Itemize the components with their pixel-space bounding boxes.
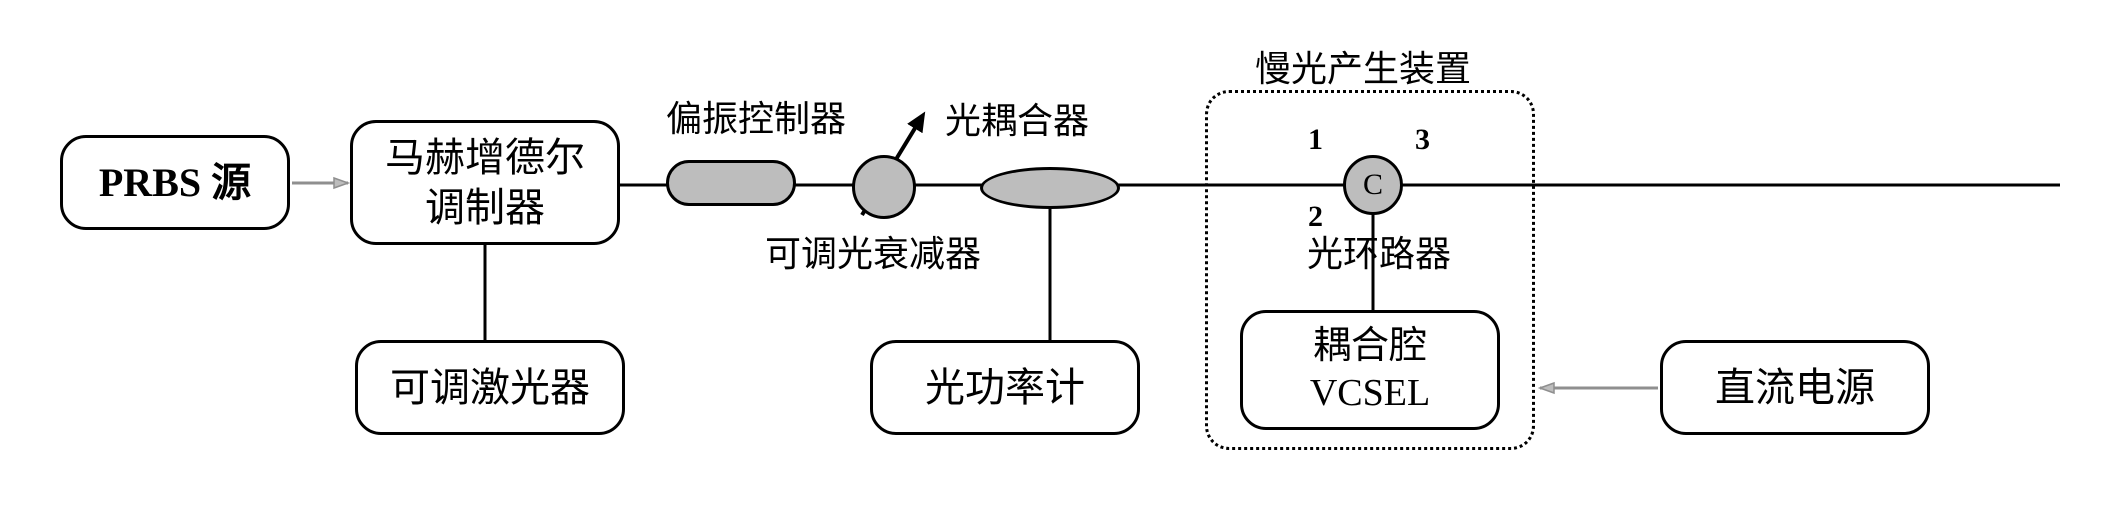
circulator-letter: C — [1363, 168, 1383, 202]
port-3: 3 — [1415, 123, 1430, 157]
optical-power-meter-box: 光功率计 — [870, 340, 1140, 435]
opm-label: 光功率计 — [925, 363, 1085, 413]
dc-power-box: 直流电源 — [1660, 340, 1930, 435]
dc-label: 直流电源 — [1715, 363, 1875, 413]
coupler-label: 光耦合器 — [945, 92, 1089, 144]
mz-modulator-box: 马赫增德尔 调制器 — [350, 120, 620, 245]
laser-label: 可调激光器 — [390, 363, 590, 413]
prbs-source-box: PRBS 源 — [60, 135, 290, 230]
tunable-laser-box: 可调激光器 — [355, 340, 625, 435]
circulator-label: 光环路器 — [1307, 225, 1451, 277]
polarization-controller-icon — [666, 160, 796, 206]
vcsel-label: 耦合腔 VCSEL — [1310, 323, 1430, 418]
variable-attenuator-icon — [852, 155, 916, 219]
port-2: 2 — [1308, 200, 1323, 234]
diagram-stage: PRBS 源 马赫增德尔 调制器 可调激光器 光功率计 耦合腔 VCSEL 直流… — [0, 0, 2121, 513]
port-1: 1 — [1308, 123, 1323, 157]
optical-circulator-icon: C — [1343, 155, 1403, 215]
prbs-label: PRBS 源 — [99, 158, 251, 208]
pc-label: 偏振控制器 — [666, 90, 846, 142]
attenuator-label: 可调光衰减器 — [765, 225, 981, 277]
connectors-layer — [0, 0, 2121, 513]
slow-light-label: 慢光产生装置 — [1255, 40, 1471, 92]
optical-coupler-icon — [980, 167, 1120, 209]
mz-label: 马赫增德尔 调制器 — [385, 133, 585, 233]
vcsel-box: 耦合腔 VCSEL — [1240, 310, 1500, 430]
